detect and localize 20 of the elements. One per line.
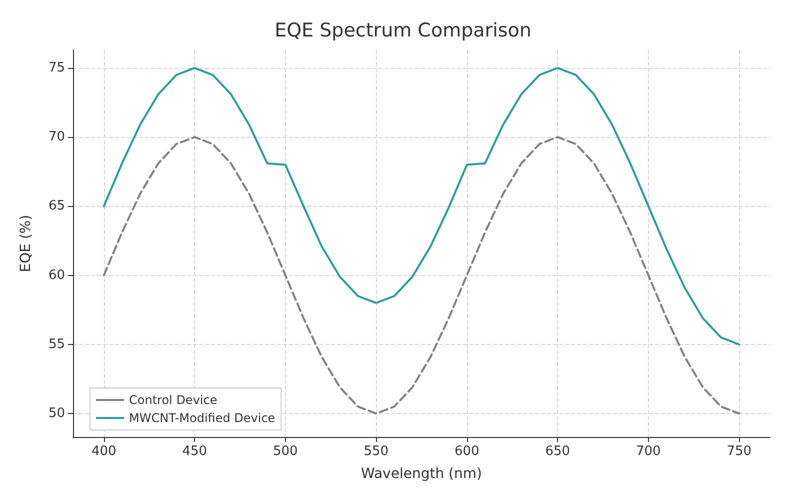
x-tick-label: 450 (182, 444, 208, 459)
x-tick-label: 500 (272, 444, 298, 459)
x-tick-label: 700 (636, 444, 661, 459)
y-axis-title: EQE (%) (18, 214, 34, 272)
chart-title: EQE Spectrum Comparison (274, 20, 532, 42)
x-tick-label: 600 (454, 444, 480, 459)
y-tick-label: 75 (48, 60, 65, 76)
y-tick-label: 55 (48, 336, 65, 352)
x-axis-title: Wavelength (nm) (361, 466, 482, 482)
y-tick-label: 50 (48, 406, 65, 422)
y-tick-label: 65 (48, 198, 65, 214)
x-tick-label: 400 (91, 444, 116, 459)
legend-label: Control Device (129, 393, 218, 407)
line-series (102, 66, 740, 346)
x-tick-label: 750 (726, 444, 752, 459)
y-tick-label: 70 (48, 130, 65, 145)
y-tick-label: 60 (48, 268, 65, 283)
legend-label: MWCNT-Modified Device (129, 411, 276, 425)
x-tick-label: 550 (364, 444, 389, 459)
x-tick-label: 650 (545, 444, 570, 459)
